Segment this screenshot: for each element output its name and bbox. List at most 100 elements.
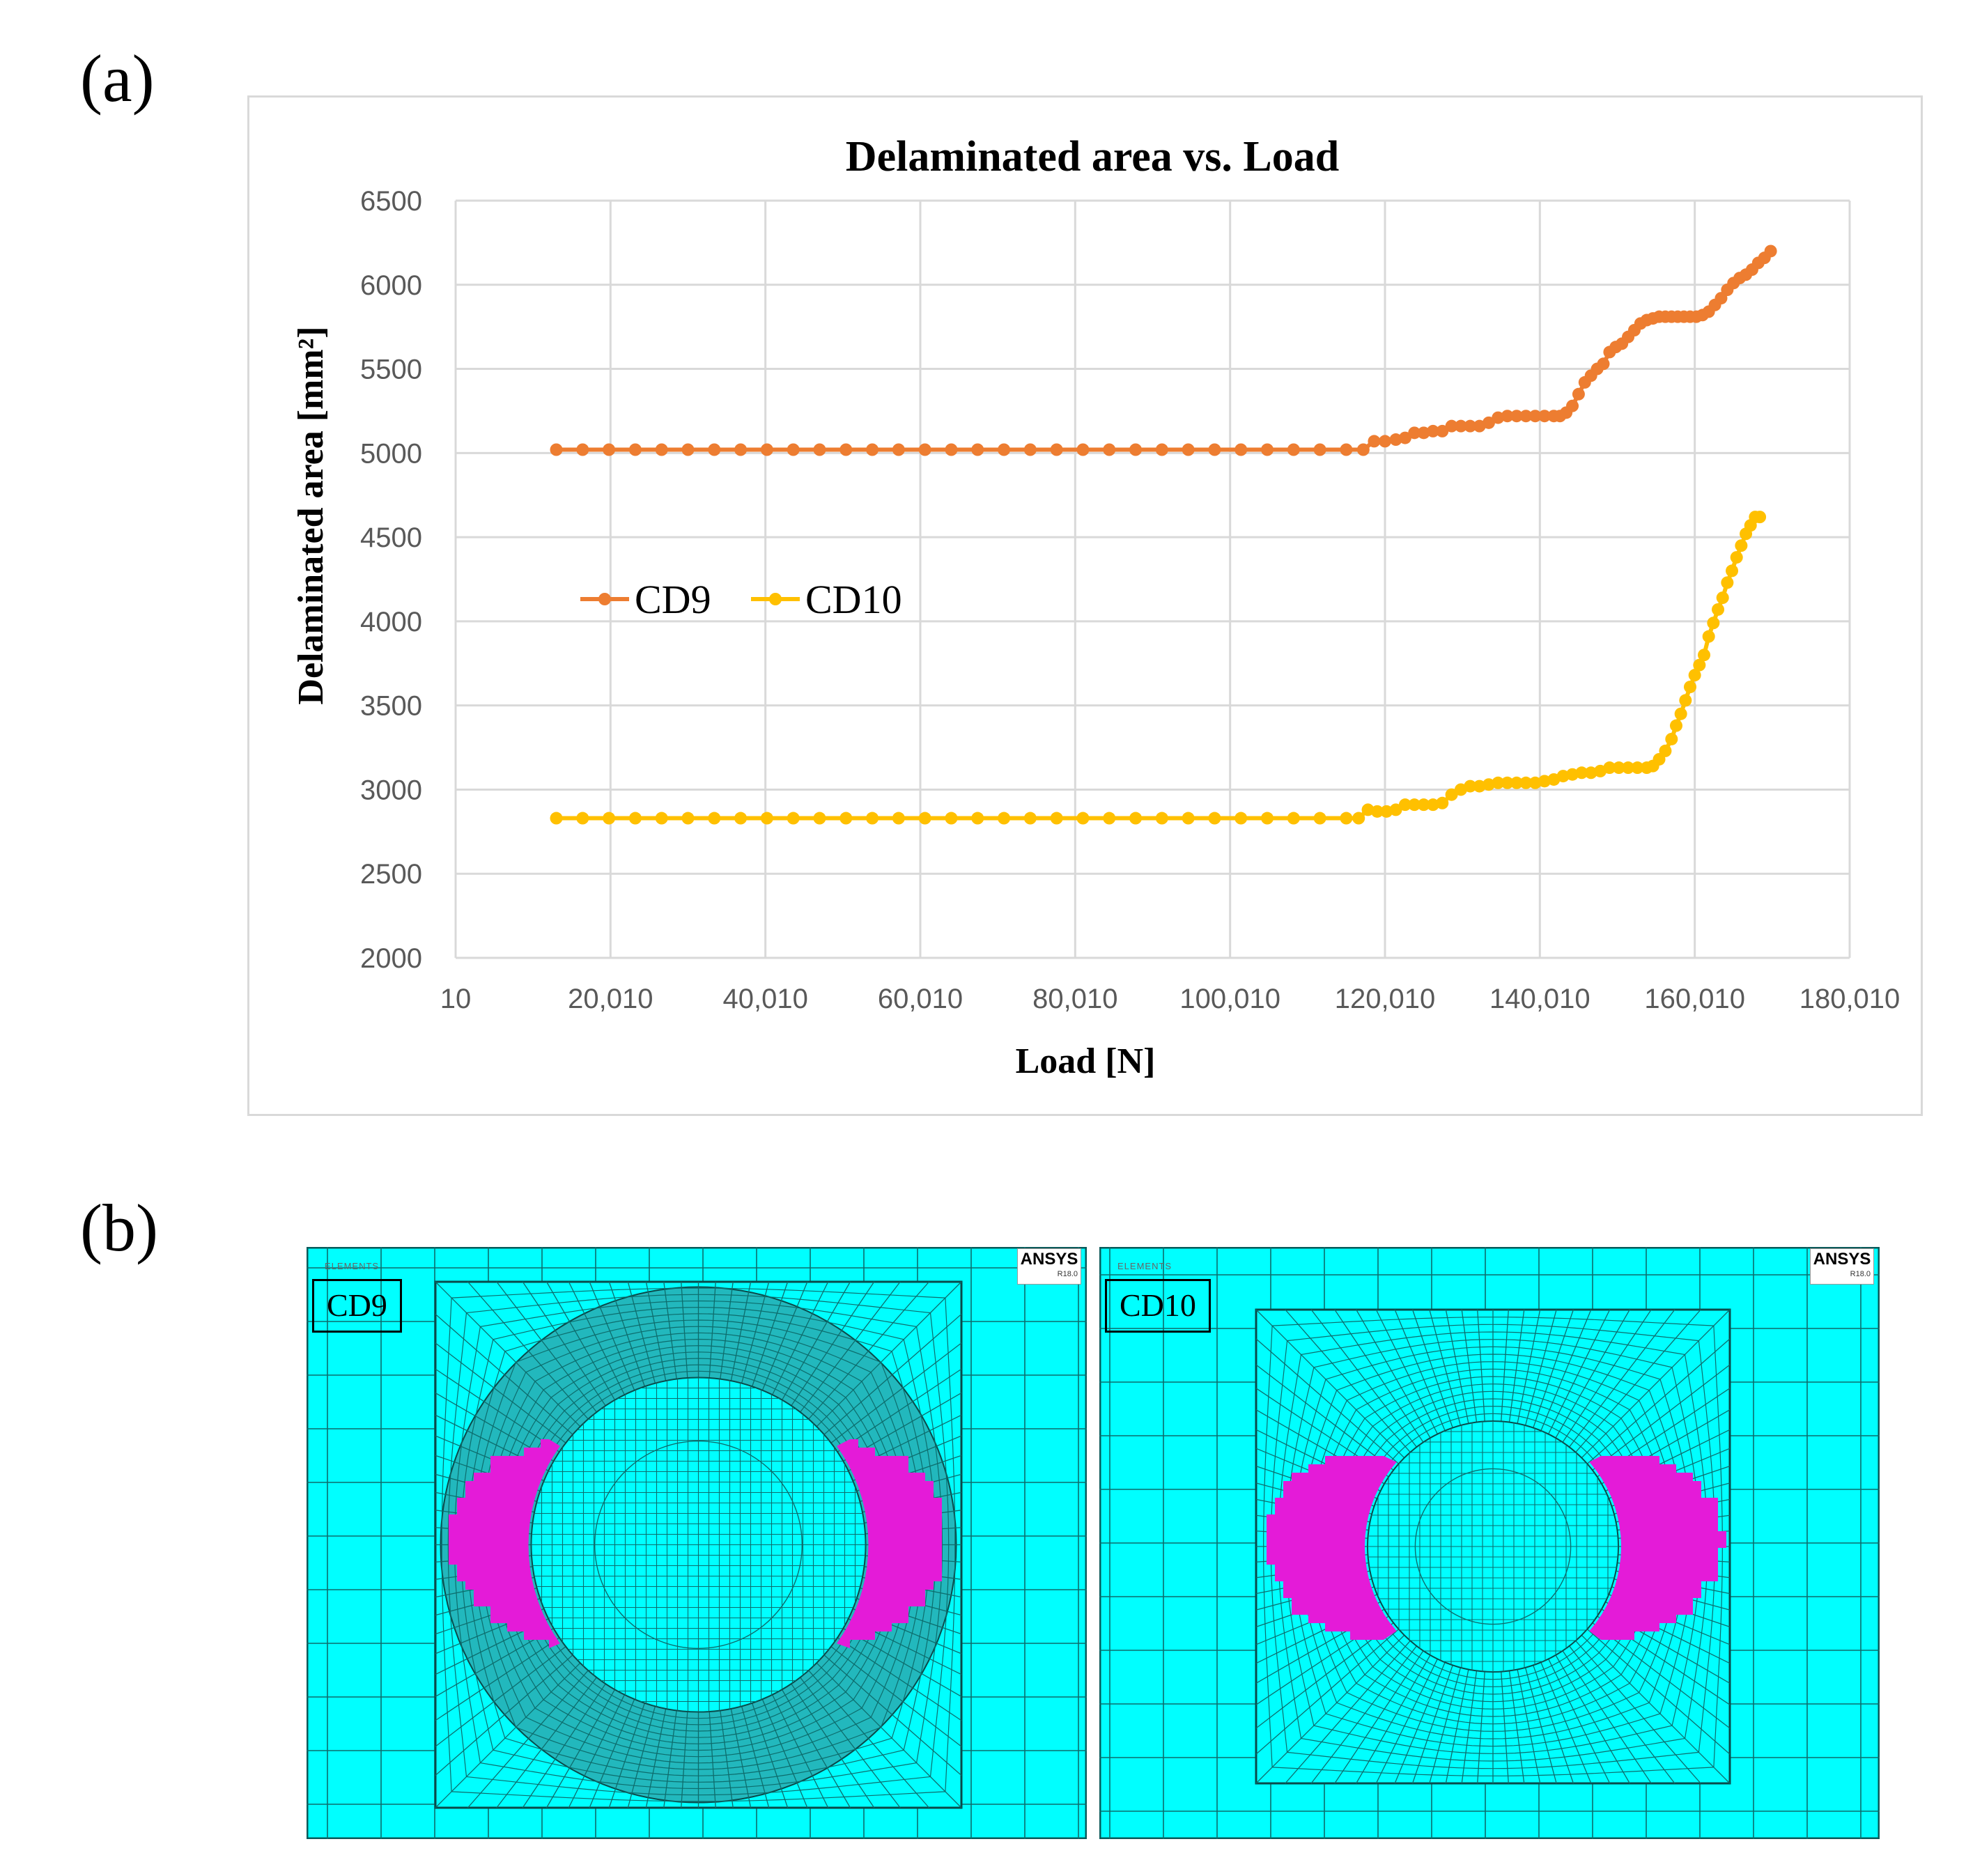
data-point-cd10	[1208, 812, 1221, 825]
data-point-cd9	[1492, 411, 1505, 424]
data-point-cd9	[945, 443, 958, 456]
ansys-version: R18.0	[1850, 1270, 1871, 1278]
simulation-panel-cd10: ELEMENTS CD10 ANSYS R18.0	[1099, 1247, 1880, 1839]
x-tick-label: 60,010	[878, 984, 963, 1014]
x-tick-label: 140,010	[1489, 984, 1590, 1014]
data-point-cd10	[866, 812, 879, 825]
data-point-cd9	[813, 443, 826, 456]
case-label-cd9: CD9	[312, 1279, 402, 1333]
data-point-cd10	[892, 812, 905, 825]
data-point-cd10	[1182, 812, 1195, 825]
delamination-right	[1589, 1456, 1726, 1640]
series-line-cd9	[556, 249, 1772, 452]
data-point-cd9	[1182, 443, 1195, 456]
delamination-zones	[1267, 1456, 1726, 1640]
data-point-cd10	[1603, 761, 1616, 775]
x-axis-label: Load [N]	[1016, 1041, 1156, 1081]
data-point-cd9	[1519, 410, 1533, 423]
elements-tag: ELEMENTS	[325, 1261, 380, 1271]
data-point-cd10	[1707, 617, 1720, 630]
data-point-cd10	[918, 812, 931, 825]
data-point-cd10	[1417, 798, 1430, 812]
data-point-cd10	[1103, 812, 1116, 825]
data-point-cd10	[1492, 776, 1505, 789]
data-point-cd9	[681, 443, 695, 456]
data-point-cd10	[1234, 812, 1248, 825]
data-point-cd9	[1023, 443, 1037, 456]
data-point-cd9	[1208, 443, 1221, 456]
data-point-cd9	[628, 443, 642, 456]
delamination-right	[837, 1439, 942, 1648]
data-point-cd9	[1287, 443, 1300, 456]
data-point-cd9	[1398, 431, 1411, 444]
data-point-cd10	[1754, 511, 1767, 524]
data-point-cd10	[550, 812, 563, 825]
data-point-cd10	[1155, 812, 1168, 825]
data-point-cd10	[734, 812, 748, 825]
ansys-logo: ANSYS R18.0	[1810, 1248, 1874, 1285]
data-point-cd10	[1726, 564, 1739, 577]
data-point-cd10	[1575, 766, 1588, 780]
data-point-cd10	[1482, 778, 1495, 791]
data-point-cd9	[1597, 357, 1610, 371]
data-point-cd10	[1721, 576, 1734, 589]
x-tick-label: 100,010	[1179, 984, 1280, 1014]
data-point-cd9	[1528, 410, 1542, 423]
data-point-cd9	[1129, 443, 1143, 456]
data-point-cd10	[813, 812, 826, 825]
data-point-cd9	[734, 443, 748, 456]
y-tick-label: 6000	[360, 270, 422, 301]
y-tick-label: 4500	[360, 522, 422, 553]
y-tick-label: 4000	[360, 607, 422, 637]
data-point-cd10	[1464, 780, 1477, 793]
legend: CD9 CD10	[580, 577, 902, 622]
data-point-cd9	[1510, 410, 1523, 423]
data-point-cd9	[1313, 443, 1326, 456]
data-point-cd10	[1445, 788, 1458, 801]
data-point-cd10	[760, 812, 773, 825]
data-point-cd10	[1380, 805, 1393, 818]
data-point-cd10	[1716, 591, 1729, 605]
case-label-cd10: CD10	[1105, 1279, 1211, 1333]
data-point-cd10	[1389, 803, 1402, 816]
data-point-cd10	[1674, 707, 1687, 720]
y-tick-label: 6500	[360, 186, 422, 217]
data-point-cd9	[1464, 419, 1477, 433]
data-point-cd10	[1023, 812, 1037, 825]
axes: 2000 2500 3000 3500 4000 4500 5000 5500 6000 6500…	[360, 186, 1900, 1014]
data-point-cd9	[1234, 443, 1248, 456]
data-point-cd9	[708, 443, 721, 456]
legend-label: CD10	[805, 577, 902, 622]
series-cd9	[550, 245, 1777, 456]
data-point-cd10	[1712, 603, 1725, 616]
grid-lines	[454, 199, 1851, 959]
ansys-logo-text: ANSYS	[1813, 1250, 1871, 1269]
data-point-cd10	[1519, 776, 1533, 789]
x-tick-label: 20,010	[568, 984, 653, 1014]
data-point-cd10	[628, 812, 642, 825]
data-point-cd9	[1764, 245, 1777, 258]
data-point-cd10	[839, 812, 853, 825]
data-point-cd10	[1050, 812, 1063, 825]
mesh-view-cd10	[1099, 1247, 1880, 1839]
panel-label-a: (a)	[80, 41, 155, 116]
data-point-cd9	[1356, 443, 1370, 456]
data-point-cd10	[998, 812, 1011, 825]
data-point-cd10	[1683, 681, 1696, 694]
data-point-cd9	[1572, 387, 1585, 401]
data-point-cd10	[1076, 812, 1090, 825]
data-point-cd10	[1688, 669, 1701, 682]
data-point-cd10	[1340, 812, 1353, 825]
chart-frame: 2000 2500 3000 3500 4000 4500 5000 5500 6000 6500…	[247, 95, 1923, 1116]
data-point-cd10	[1426, 798, 1439, 812]
data-point-cd9	[1050, 443, 1063, 456]
data-point-cd9	[1501, 410, 1514, 423]
data-point-cd9	[1436, 424, 1449, 437]
data-point-cd10	[1584, 766, 1597, 780]
legend-label: CD9	[635, 577, 711, 622]
data-point-cd10	[1698, 649, 1711, 662]
data-point-cd10	[1408, 798, 1421, 812]
data-point-cd9	[998, 443, 1011, 456]
data-point-cd10	[1436, 796, 1449, 809]
line-chart: 2000 2500 3000 3500 4000 4500 5000 5500 6000 6500…	[291, 133, 1900, 1081]
